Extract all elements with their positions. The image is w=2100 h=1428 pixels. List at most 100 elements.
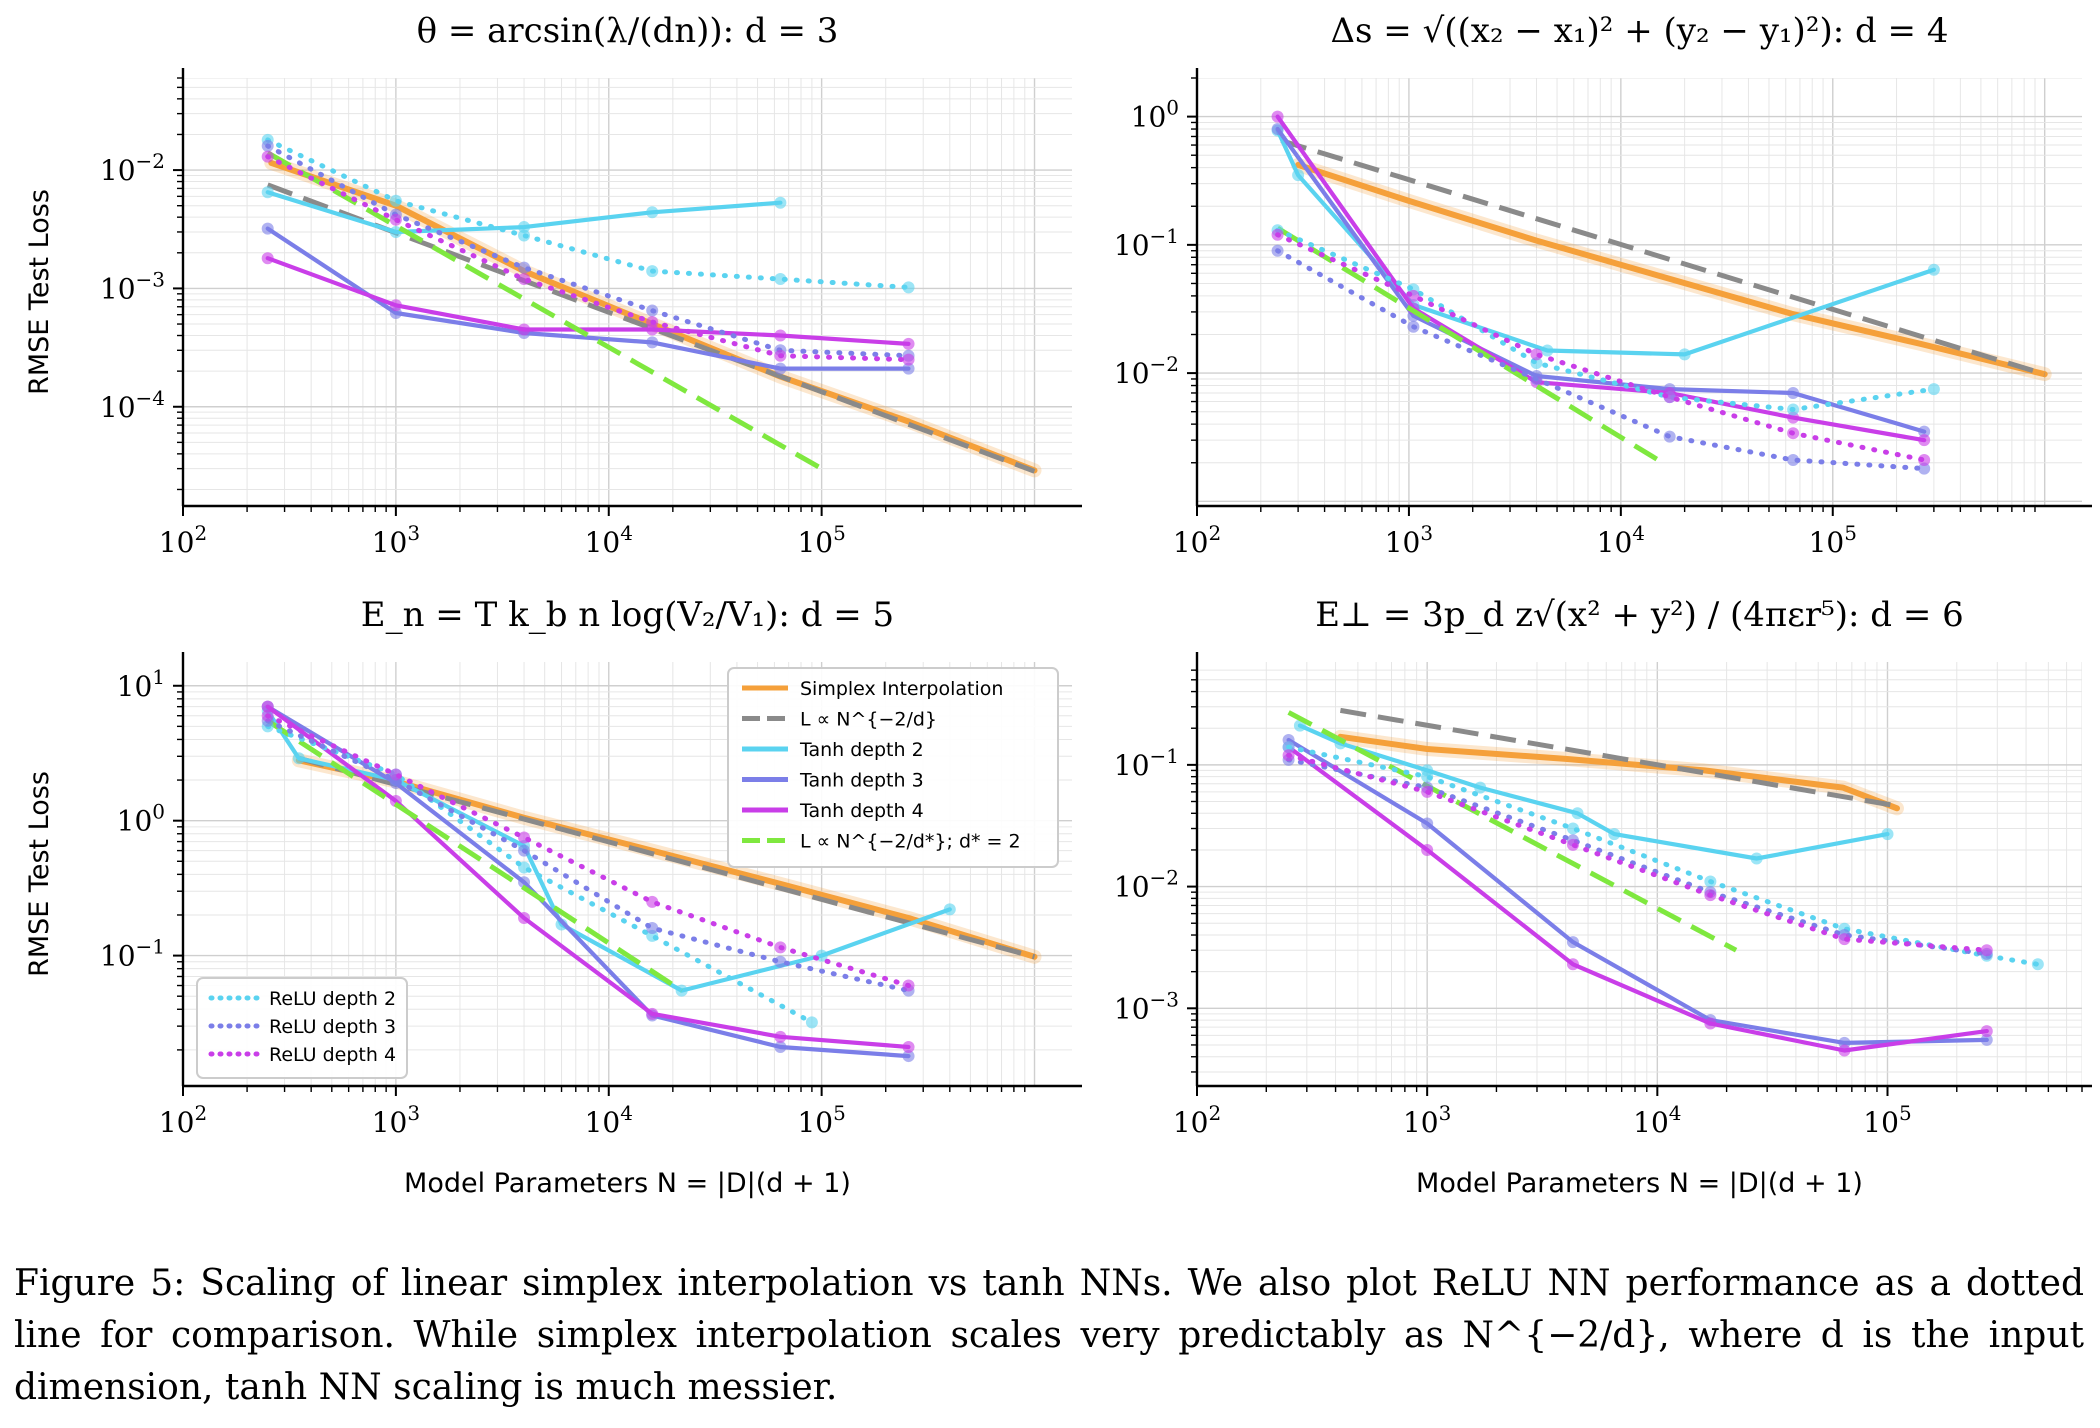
series-line-l-n-2-d-d-2 [1287,710,1738,953]
data-point [774,955,787,968]
legend-label-relu2: ReLU depth 2 [269,988,396,1010]
legend-label-relu3: ReLU depth 3 [269,1016,396,1038]
data-point [518,861,531,874]
data-point [1271,123,1284,136]
legend-label-tanh2: Tanh depth 2 [799,739,924,761]
y-tick-label-base: 10 [1114,749,1150,782]
y-tick-label-base: 10 [1114,357,1150,390]
x-tick-label-base: 10 [1385,526,1421,559]
series-line-relu-depth-3 [265,143,911,359]
chart-title: Δs = √((x₂ − x₁)² + (y₂ − y₁)²): d = 4 [1331,11,1949,51]
x-tick-label: 104 [1633,1101,1681,1139]
data-point [774,1041,787,1054]
data-point [1530,372,1543,385]
data-point [902,979,915,992]
chart-title: E_n = T k_b n log(V₂/V₁): d = 5 [361,595,894,635]
x-tick-label-base: 10 [1173,526,1209,559]
x-tick-label-base: 10 [159,526,195,559]
x-tick-label: 102 [1173,521,1221,559]
data-point [1530,348,1543,361]
data-point [1271,110,1284,123]
data-point [1927,383,1940,396]
grid [1197,78,2082,506]
data-point [292,752,305,765]
y-tick-label-base: 10 [1114,992,1150,1025]
data-point [1566,936,1579,949]
legend-label-simplex: Simplex Interpolation [800,678,1003,700]
data-point [1608,828,1621,841]
y-tick-label-base: 10 [100,391,136,424]
series-line-simplex-interpolation [1295,161,2048,378]
series-line-tanh-depth-4 [265,256,911,346]
y-tick-label-base: 10 [100,154,136,187]
y-tick-label-base: 10 [1114,229,1150,262]
x-tick-label-exp: 5 [833,521,846,545]
data-point [1918,462,1931,475]
y-tick-label-exp: −3 [1150,987,1179,1011]
y-tick-label: 10−1 [100,935,165,973]
series-line-l-n-2-d-d-2 [266,718,684,993]
series-group [261,133,1042,478]
legend-label-fit: L ∝ N^{−2/d*}; d* = 2 [800,831,1021,853]
x-tick-label-exp: 2 [194,1101,207,1125]
data-point [389,225,402,238]
x-tick-label-base: 10 [1403,1106,1439,1139]
data-point [261,150,274,163]
data-point [943,903,956,916]
data-point [902,1050,915,1063]
y-tick-label-exp: −4 [136,386,165,410]
x-tick-label-exp: 3 [1439,1101,1452,1125]
series-line-relu-depth-4 [1286,752,1990,953]
data-point [902,353,915,366]
data-point [902,337,915,350]
x-tick-label-exp: 2 [194,521,207,545]
x-tick-label-exp: 5 [1899,1101,1912,1125]
x-tick-label: 102 [159,1101,207,1139]
series-line-relu-depth-3 [1286,757,1990,957]
data-point [1421,770,1434,783]
data-point [1663,391,1676,404]
y-tick-label: 100 [117,800,165,838]
data-point [774,1030,787,1043]
x-tick-label-base: 10 [797,1106,833,1139]
data-point [518,831,531,844]
legend-main-frame [727,667,1059,868]
data-point [1704,875,1717,888]
series-line-tanh-depth-4 [1275,114,1927,443]
series-line-relu-depth-3 [1275,248,1927,472]
data-point [389,299,402,312]
x-tick-label: 104 [585,521,633,559]
y-tick-label: 10−1 [1114,744,1179,782]
series-line-tanh-depth-4 [265,704,911,1050]
series-line-l-n-2-d [1280,138,2046,377]
series-group [1271,110,2052,475]
y-tick-label-base: 10 [100,940,136,973]
series-line-tanh-depth-2 [265,708,952,993]
x-tick-label-base: 10 [372,1106,408,1139]
data-point [1787,454,1800,467]
y-tick-label-base: 10 [117,805,153,838]
y-tick-label-exp: −1 [1150,224,1179,248]
x-tick-label-base: 10 [1809,526,1845,559]
x-tick-label-base: 10 [159,1106,195,1139]
series-line-tanh-depth-3 [1286,737,1989,1046]
data-point [1271,228,1284,241]
data-point [1704,1017,1717,1030]
series-line-relu-depth-3 [265,718,911,994]
data-point [774,196,787,209]
data-point [518,261,531,274]
y-tick-label-exp: 0 [1166,96,1179,120]
x-tick-label: 105 [1809,521,1857,559]
data-point [2031,958,2044,971]
x-tick-label: 105 [797,1101,845,1139]
data-point [518,323,531,336]
data-point [902,281,915,294]
x-axis-label: Model Parameters N = |D|(d + 1) [404,1168,851,1199]
y-tick-label-exp: −2 [136,149,165,173]
y-tick-label-exp: −2 [1150,352,1179,376]
series-line-relu-depth-2 [265,137,911,290]
x-tick-label: 103 [372,521,420,559]
